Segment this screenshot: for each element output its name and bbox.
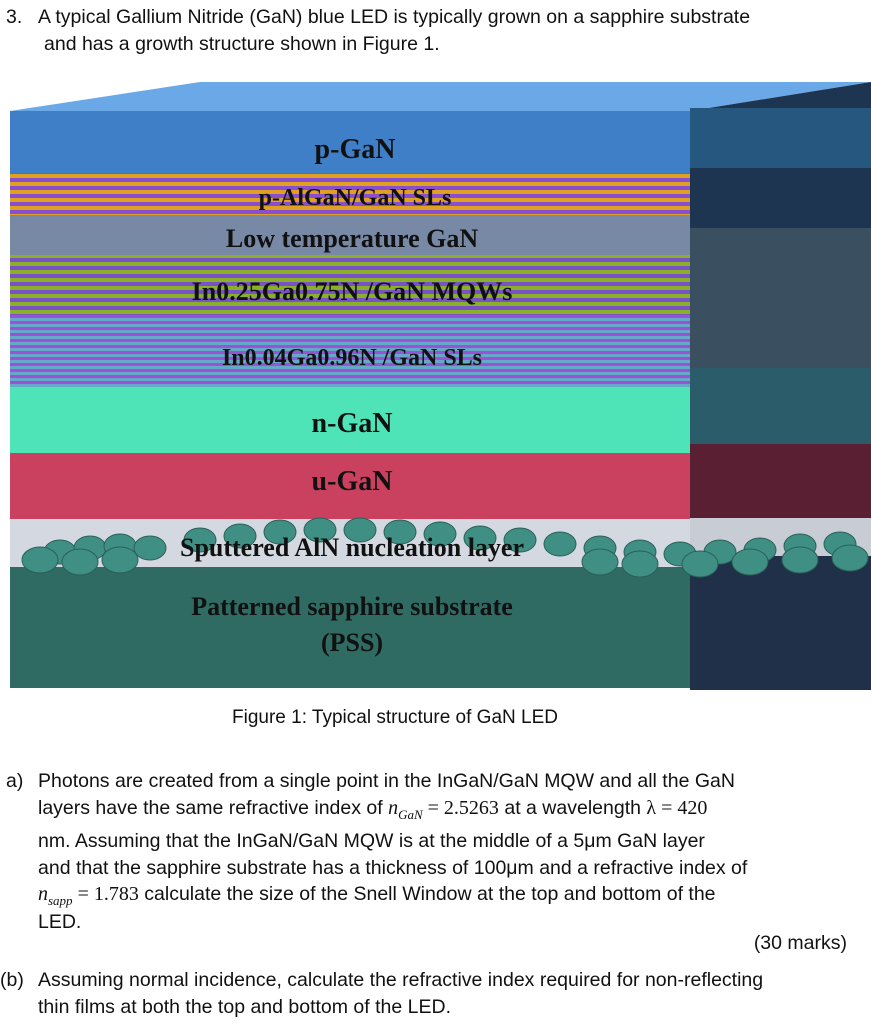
- part-a-marks: (30 marks): [753, 932, 847, 954]
- layer-low-temp: [10, 215, 690, 255]
- part-a-line-2: layers have the same refractive index of…: [38, 796, 708, 822]
- question-3: 3. A typical Gallium Nitride (GaN) blue L…: [6, 4, 864, 58]
- side-pss: [690, 556, 871, 690]
- layer-n-gan: [10, 387, 690, 453]
- part-a-line-4: and that the sapphire substrate has a th…: [38, 856, 748, 879]
- question-line-2: and has a growth structure shown in Figu…: [44, 33, 440, 55]
- label-mqw: In0.25Ga0.75N /GaN MQWs: [192, 277, 513, 306]
- question-number: 3.: [6, 6, 23, 28]
- layer-sls: [10, 315, 690, 387]
- side-mqw: [690, 228, 871, 368]
- top-face: [10, 82, 871, 111]
- label-nucleation: Sputtered AlN nucleation layer: [180, 533, 524, 562]
- question-line-1: A typical Gallium Nitride (GaN) blue LED…: [38, 6, 751, 28]
- side-u-gan: [690, 444, 871, 518]
- side-n-gan: [690, 368, 871, 444]
- figure-caption: Figure 1: Typical structure of GaN LED: [232, 707, 558, 728]
- layer-p-algan: [10, 173, 690, 215]
- part-b-line-1: Assuming normal incidence, calculate the…: [38, 969, 764, 991]
- label-sls: In0.04Ga0.96N /GaN SLs: [222, 345, 482, 371]
- layer-u-gan: [10, 453, 690, 519]
- label-pss-line-2: (PSS): [321, 628, 383, 657]
- label-u-gan: u-GaN: [312, 466, 393, 497]
- part-b-line-2: thin films at both the top and bottom of…: [38, 995, 451, 1018]
- layer-pss: [10, 567, 690, 688]
- label-n-gan: n-GaN: [312, 408, 393, 439]
- led-structure-figure: p-GaN p-AlGaN/GaN SLs Low temperature Ga…: [10, 82, 871, 690]
- part-a-line-5: nsapp = 1.783 calculate the size of the …: [38, 883, 716, 908]
- layer-mqw: [10, 255, 690, 315]
- part-b: (b) Assuming normal incidence, calculate…: [0, 967, 866, 1020]
- label-p-algan: p-AlGaN/GaN SLs: [259, 185, 452, 211]
- part-b-label: (b): [0, 969, 24, 991]
- part-a-line-1: Photons are created from a single point …: [38, 770, 735, 792]
- part-a-line-6: LED.: [38, 910, 82, 933]
- label-p-gan: p-GaN: [315, 134, 396, 165]
- layer-p-gan: [10, 111, 690, 173]
- label-low-temp: Low temperature GaN: [226, 224, 478, 253]
- part-a-line-3: nm. Assuming that the InGaN/GaN MQW is a…: [38, 830, 705, 852]
- side-p-gan: [690, 108, 871, 168]
- label-pss-line-1: Patterned sapphire substrate: [191, 592, 513, 621]
- part-a-label: a): [6, 770, 24, 792]
- sapphire-domes: [21, 517, 869, 578]
- part-a: a) Photons are created from a single poi…: [6, 768, 856, 935]
